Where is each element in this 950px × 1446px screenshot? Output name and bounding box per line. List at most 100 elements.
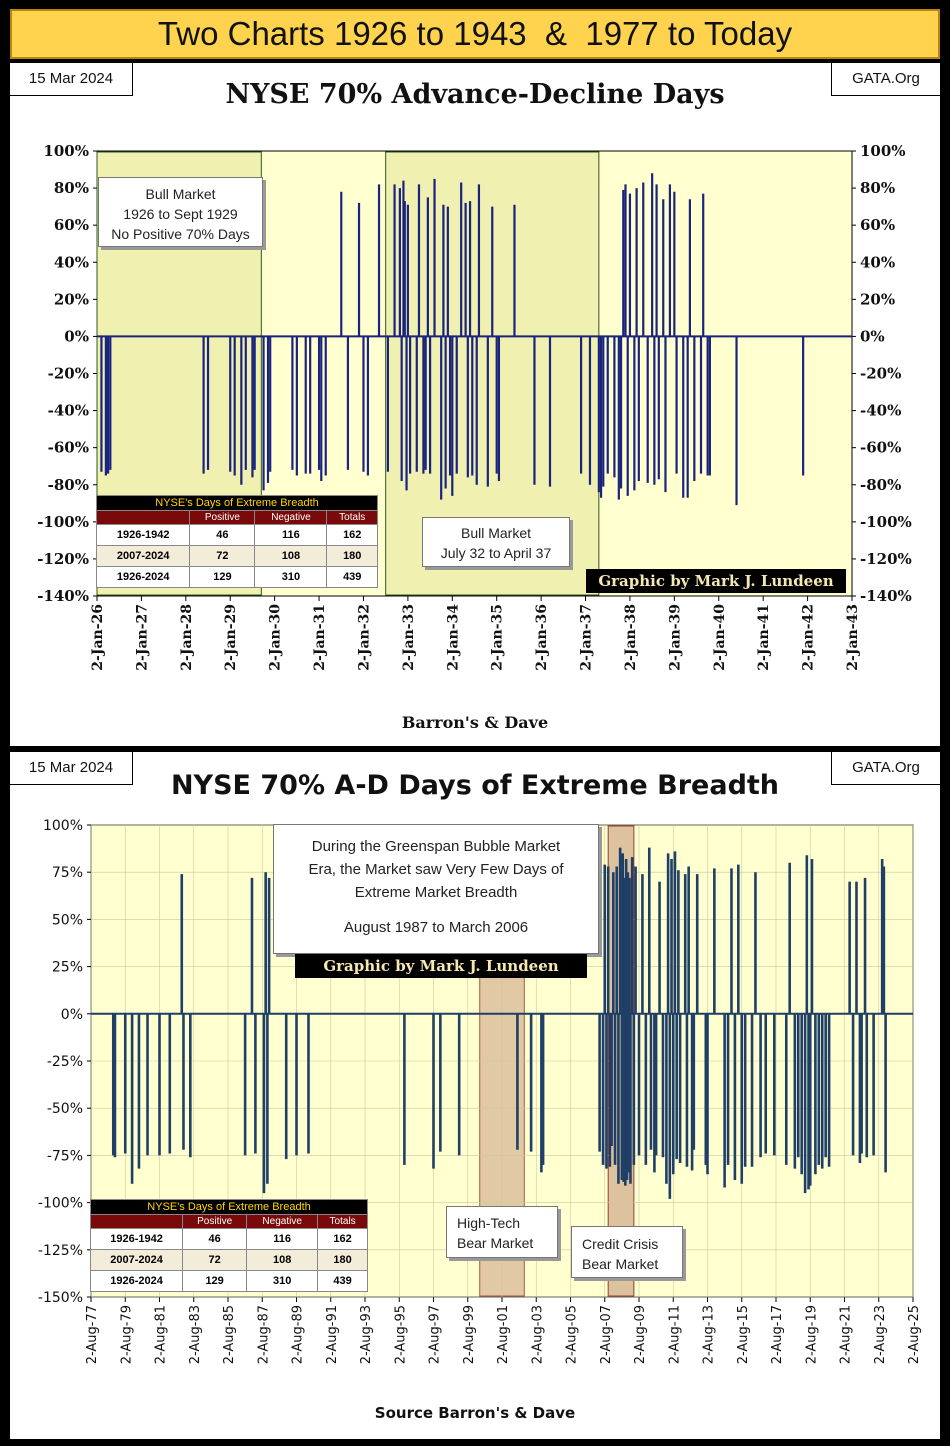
y-tick-label-left: 60% [54, 216, 89, 234]
stats-table-title: NYSE's Days of Extreme Breadth [90, 1199, 368, 1215]
x-tick-label: 2-Jan-29 [223, 604, 239, 671]
y-tick-label-left: -80% [48, 476, 89, 494]
annotation-line: Credit Crisis [582, 1236, 659, 1252]
stats-table: NYSE's Days of Extreme Breadth Positive N… [89, 1199, 368, 1292]
y-tick-label-right: -60% [860, 439, 901, 457]
graphic-credit: Graphic by Mark J. Lundeen [295, 954, 587, 978]
annotation-line: Bull Market [460, 525, 532, 541]
x-tick-label: 2-Aug-95 [393, 1305, 408, 1364]
col-header [95, 510, 191, 525]
col-header: Positive [182, 1214, 248, 1229]
cell: 108 [246, 1249, 319, 1271]
source-tag: GATA.Org [831, 63, 940, 96]
x-tick-label: 2-Jan-40 [712, 604, 728, 671]
y-tick-label-right: 0% [860, 327, 885, 345]
x-tick-label: 2-Aug-99 [462, 1305, 477, 1364]
x-tick-label: 2-Jan-33 [401, 604, 417, 671]
x-tick-label: 2-Jan-30 [268, 604, 284, 671]
x-tick-label: 2-Jan-36 [534, 604, 550, 671]
col-header: Totals [326, 510, 378, 525]
y-tick-label-right: 100% [860, 142, 906, 160]
table-row: 2007-2024 72 108 180 [95, 545, 378, 567]
x-tick-label: 2-Aug-25 [907, 1305, 922, 1364]
x-tick-label: 2-Jan-32 [356, 604, 372, 671]
x-tick-label: 2-Jan-26 [90, 604, 106, 671]
cell: 2007-2024 [95, 545, 191, 567]
x-tick-label: 2-Aug-07 [599, 1305, 614, 1364]
y-tick-label-left: -20% [48, 365, 89, 383]
x-axis-label: Source Barron's & Dave [374, 1404, 576, 1422]
y-tick-label-left: -40% [48, 402, 89, 420]
annotation-credit-crisis-bear: Credit Crisis Bear Market [571, 1226, 683, 1278]
y-tick-label-left: -100% [38, 1196, 83, 1212]
cell: 1926-1942 [89, 1228, 184, 1250]
cell: 439 [317, 1270, 368, 1292]
cell: 1926-1942 [95, 524, 191, 546]
x-tick-label: 2-Aug-79 [119, 1305, 134, 1364]
y-tick-label-right: 40% [860, 253, 895, 271]
cell: 310 [254, 566, 328, 588]
table-row: 1926-2024 129 310 439 [89, 1270, 368, 1292]
x-tick-label: 2-Aug-91 [325, 1305, 340, 1364]
cell: 2007-2024 [89, 1249, 184, 1271]
col-header: Positive [189, 510, 256, 525]
cell: 116 [246, 1228, 319, 1250]
y-tick-label-left: 80% [54, 179, 89, 197]
x-tick-label: 2-Aug-13 [702, 1305, 717, 1364]
x-tick-label: 2-Jan-27 [134, 604, 150, 671]
y-tick-label-left: 75% [52, 865, 83, 881]
y-tick-label-left: 25% [52, 960, 83, 976]
x-tick-label: 2-Aug-77 [85, 1305, 100, 1364]
x-tick-label: 2-Aug-03 [530, 1305, 545, 1364]
annotation-line: July 32 to April 37 [440, 545, 552, 561]
annotation-line: During the Greenspan Bubble Market [311, 838, 561, 855]
y-tick-label-right: -120% [860, 550, 912, 568]
y-tick-label-right: -140% [860, 587, 912, 605]
annotation-line: Bear Market [582, 1256, 659, 1272]
col-header: Totals [317, 1214, 368, 1229]
y-tick-label-left: -140% [37, 587, 89, 605]
y-tick-label-left: 100% [43, 142, 89, 160]
x-tick-label: 2-Aug-19 [804, 1305, 819, 1364]
y-tick-label-right: -40% [860, 402, 901, 420]
cell: 162 [317, 1228, 368, 1250]
x-tick-label: 2-Jan-35 [490, 604, 506, 671]
stats-table-title: NYSE's Days of Extreme Breadth [96, 495, 378, 511]
y-tick-label-left: 40% [54, 253, 89, 271]
y-tick-label-right: -80% [860, 476, 901, 494]
y-tick-label-right: 80% [860, 179, 895, 197]
x-tick-label: 2-Aug-81 [154, 1305, 169, 1364]
x-tick-label: 2-Jan-37 [579, 604, 595, 671]
table-row: 1926-1942 46 116 162 [95, 524, 378, 546]
annotation-line: Extreme Market Breadth [354, 884, 518, 901]
x-tick-label: 2-Aug-93 [359, 1305, 374, 1364]
chart-panel-1926: 15 Mar 2024 GATA.Org NYSE 70% Advance-De… [10, 63, 940, 746]
x-tick-label: 2-Aug-89 [291, 1305, 306, 1364]
annotation-greenspan: During the Greenspan Bubble Market Era, … [273, 824, 599, 954]
x-tick-label: 2-Aug-85 [222, 1305, 237, 1364]
col-header: Negative [254, 510, 328, 525]
cell: 180 [317, 1249, 368, 1271]
x-tick-label: 2-Jan-41 [756, 604, 772, 671]
x-tick-label: 2-Aug-15 [736, 1305, 751, 1364]
x-tick-label: 2-Aug-87 [256, 1305, 271, 1364]
y-tick-label-left: 20% [54, 290, 89, 308]
date-label: 15 Mar 2024 [10, 63, 133, 96]
x-tick-label: 2-Aug-05 [565, 1305, 580, 1364]
cell: 310 [246, 1270, 319, 1292]
cell: 72 [189, 545, 256, 567]
x-tick-label: 2-Jan-42 [801, 604, 817, 671]
cell: 129 [189, 566, 256, 588]
y-tick-label-left: 100% [43, 818, 83, 834]
x-tick-label: 2-Aug-97 [428, 1305, 443, 1364]
y-tick-label-right: -20% [860, 365, 901, 383]
stats-table: NYSE's Days of Extreme Breadth Positive N… [95, 495, 378, 588]
y-tick-label-left: -60% [48, 439, 89, 457]
y-tick-label-right: 60% [860, 216, 895, 234]
y-tick-label-left: 50% [52, 912, 83, 928]
annotation-line: 1926 to Sept 1929 [123, 206, 238, 222]
cell: 46 [182, 1228, 248, 1250]
x-tick-label: 2-Jan-31 [312, 604, 328, 671]
table-row: 1926-2024 129 310 439 [95, 566, 378, 588]
y-tick-label-left: -120% [37, 550, 89, 568]
